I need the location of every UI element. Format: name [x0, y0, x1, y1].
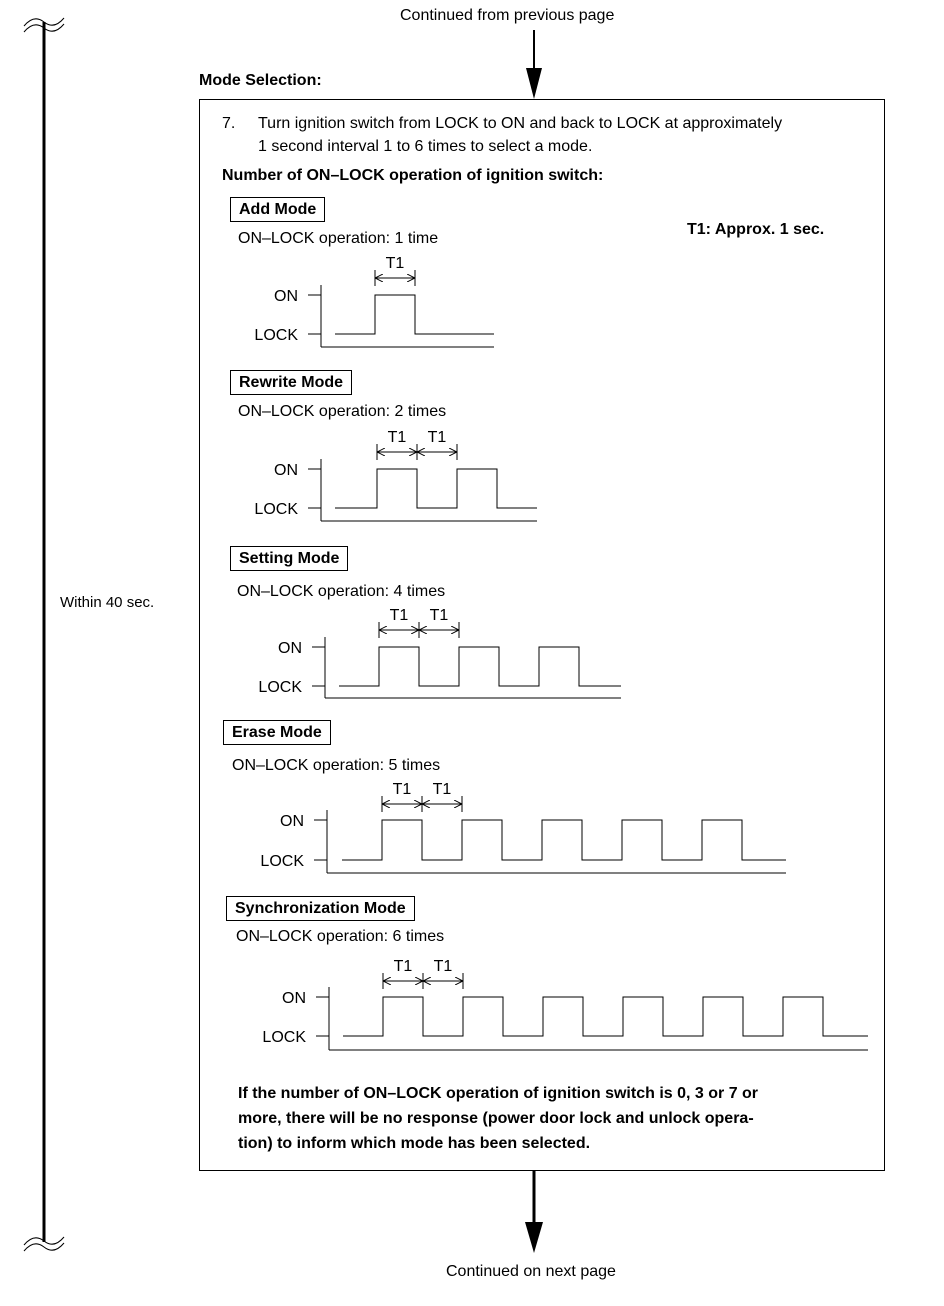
t1-label: T1: [393, 781, 412, 798]
step-line-2: 1 second interval 1 to 6 times to select…: [258, 138, 593, 155]
mode-title-erase: Erase Mode: [223, 720, 331, 745]
on-label: ON: [274, 462, 298, 479]
subheading: Number of ON–LOCK operation of ignition …: [222, 167, 604, 184]
mode-title-setting: Setting Mode: [230, 546, 349, 571]
waveform: [335, 468, 537, 509]
on-label: ON: [274, 288, 298, 305]
step-number: 7.: [222, 115, 236, 132]
mode-operation-erase: ON–LOCK operation: 5 times: [232, 757, 441, 774]
mode-title-rewrite: Rewrite Mode: [230, 370, 353, 395]
t1-label: T1: [428, 429, 447, 446]
lock-label: LOCK: [258, 679, 302, 696]
on-label: ON: [282, 990, 306, 1007]
break-mark-bottom-icon: [23, 1236, 65, 1252]
mode-operation-setting: ON–LOCK operation: 4 times: [237, 583, 446, 600]
waveform: [343, 996, 868, 1037]
waveform: [342, 819, 786, 861]
on-label: ON: [280, 813, 304, 830]
waveform: [335, 294, 494, 335]
mode-operation-add: ON–LOCK operation: 1 time: [238, 230, 439, 247]
t1-label: T1: [386, 255, 405, 272]
mode-operation-rewrite: ON–LOCK operation: 2 times: [238, 403, 447, 420]
mode-operation-synchronization: ON–LOCK operation: 6 times: [236, 928, 445, 945]
bottom-arrow-head-icon: [525, 1222, 543, 1253]
t1-label: T1: [433, 781, 452, 798]
mode-title-synchronization: Synchronization Mode: [226, 896, 415, 921]
t1-label: T1: [390, 607, 409, 624]
t1-label: T1: [434, 958, 453, 975]
on-label: ON: [278, 640, 302, 657]
break-mark-top-icon: [23, 17, 65, 33]
t1-label: T1: [388, 429, 407, 446]
continued-on-text: Continued on next page: [446, 1263, 616, 1280]
note-line-1: If the number of ON–LOCK operation of ig…: [238, 1085, 759, 1102]
lock-label: LOCK: [260, 853, 304, 870]
mode-selection-box: [199, 99, 885, 1171]
section-title: Mode Selection:: [199, 72, 322, 89]
lock-label: LOCK: [262, 1029, 306, 1046]
t1-label: T1: [430, 607, 449, 624]
note-line-3: tion) to inform which mode has been sele…: [238, 1135, 591, 1152]
t1-note: T1: Approx. 1 sec.: [687, 221, 825, 238]
lock-label: LOCK: [254, 327, 298, 344]
timeline-label: Within 40 sec.: [60, 594, 155, 611]
note-line-2: more, there will be no response (power d…: [238, 1110, 754, 1127]
top-arrow-head-icon: [526, 68, 542, 99]
mode-title-add: Add Mode: [230, 197, 326, 222]
waveform: [339, 646, 621, 687]
step-line-1: Turn ignition switch from LOCK to ON and…: [258, 115, 783, 132]
t1-label: T1: [394, 958, 413, 975]
continued-from-text: Continued from previous page: [400, 7, 615, 24]
lock-label: LOCK: [254, 501, 298, 518]
